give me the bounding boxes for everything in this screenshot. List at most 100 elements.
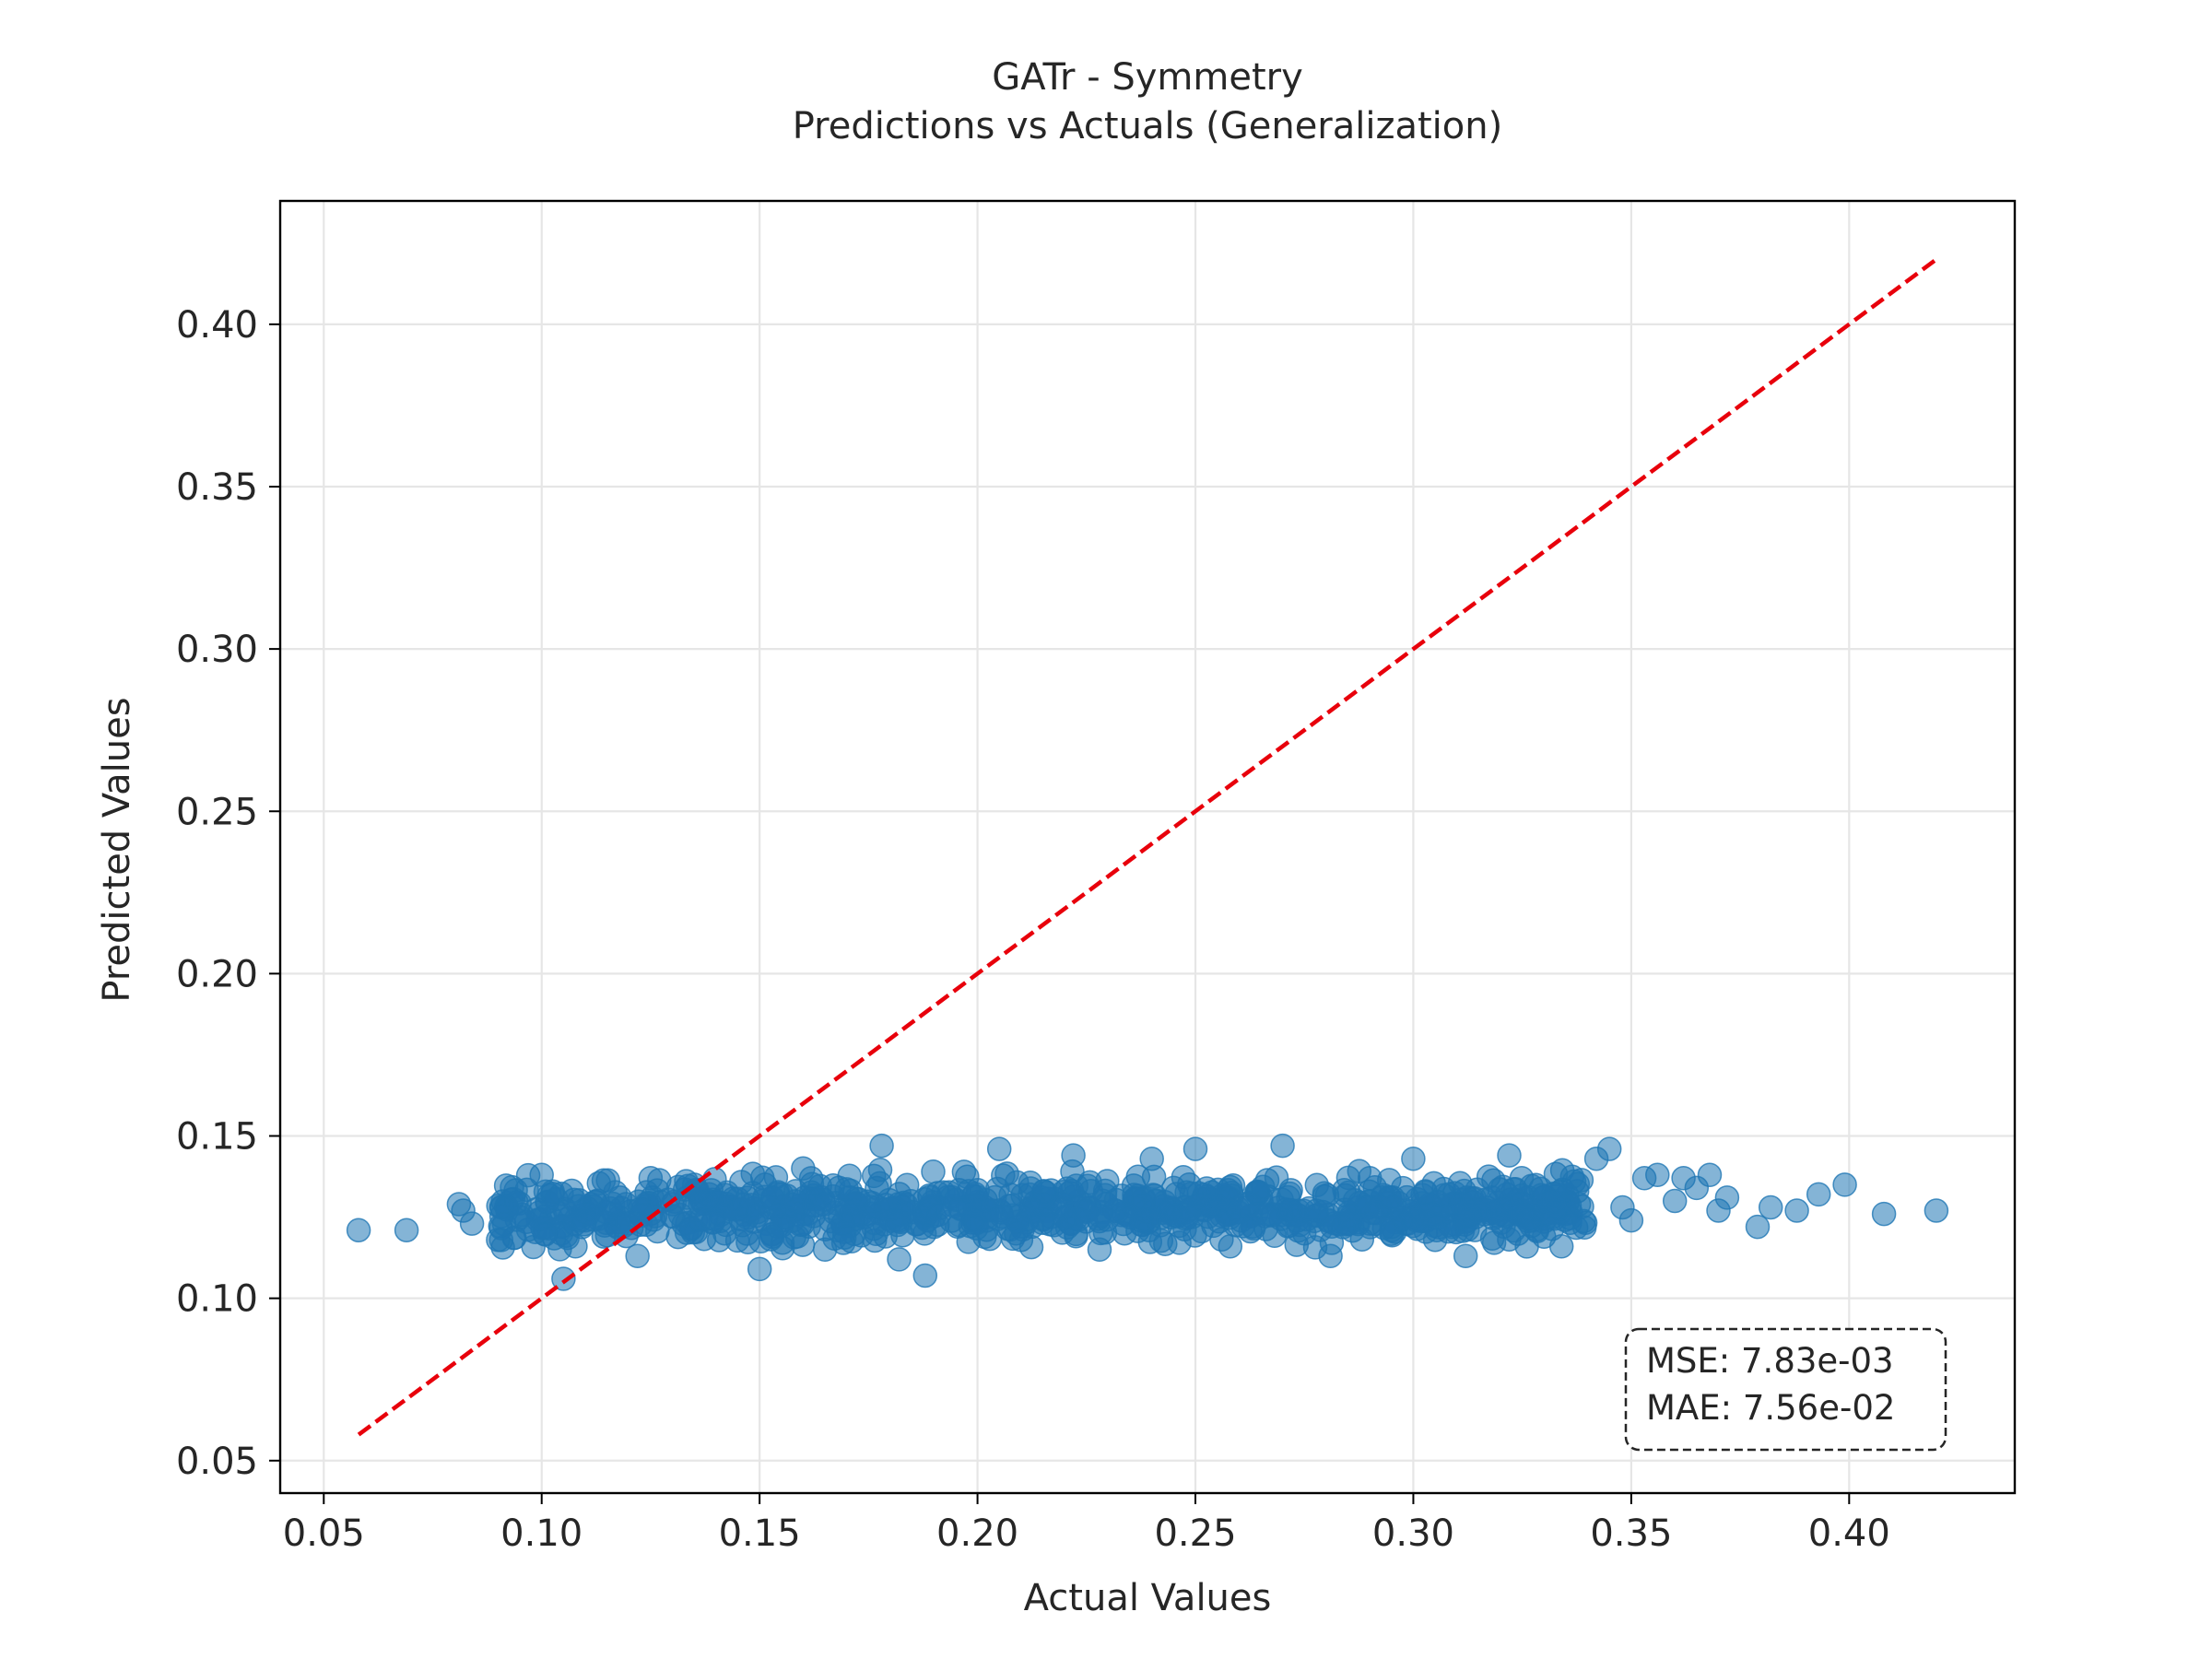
scatter-point — [1714, 1185, 1740, 1210]
scatter-point — [869, 1133, 894, 1159]
scatter-point — [1159, 1205, 1183, 1230]
scatter-point — [712, 1220, 737, 1246]
scatter-point — [1088, 1204, 1112, 1229]
scatter-point — [1453, 1243, 1478, 1269]
scatter-point — [507, 1205, 533, 1230]
scatter-point — [1030, 1192, 1055, 1217]
scatter-point — [1087, 1237, 1112, 1263]
scatter-point — [956, 1179, 982, 1204]
x-tick-label: 0.30 — [1372, 1512, 1454, 1555]
y-axis-ticks: 0.05 0.10 0.15 0.20 0.25 0.30 0.35 0.40 — [176, 304, 280, 1483]
x-tick-label: 0.15 — [719, 1512, 801, 1555]
grid-lines — [280, 201, 2015, 1493]
x-tick-label: 0.10 — [500, 1512, 582, 1555]
scatter-point — [1924, 1198, 1949, 1223]
scatter-point — [625, 1243, 650, 1269]
y-tick-label: 0.20 — [176, 953, 258, 995]
scatter-point — [1596, 1136, 1622, 1161]
reference-line-group — [357, 257, 1938, 1437]
scatter-point — [1548, 1234, 1574, 1259]
scatter-point — [887, 1247, 912, 1272]
scatter-point — [1871, 1201, 1897, 1227]
scatter-point — [660, 1192, 685, 1217]
scatter-point — [1380, 1185, 1406, 1210]
x-tick-label: 0.35 — [1590, 1512, 1672, 1555]
scatter-point — [572, 1207, 598, 1233]
scatter-point — [921, 1159, 946, 1184]
scatter-point — [1182, 1136, 1208, 1161]
y-tick-label: 0.40 — [176, 304, 258, 347]
scatter-point — [1061, 1143, 1086, 1168]
scatter-point — [459, 1211, 485, 1236]
scatter-point — [1218, 1234, 1243, 1259]
scatter-point — [791, 1156, 816, 1181]
scatter-point — [885, 1212, 911, 1238]
scatter-point — [922, 1214, 947, 1240]
y-tick-label: 0.05 — [176, 1441, 258, 1483]
scatter-point — [1662, 1188, 1688, 1214]
scatter-point — [1448, 1191, 1474, 1217]
x-tick-label: 0.40 — [1808, 1512, 1890, 1555]
scatter-point — [1806, 1182, 1831, 1207]
scatter-point — [958, 1213, 983, 1239]
y-tick-label: 0.25 — [176, 791, 258, 833]
scatter-point — [594, 1223, 620, 1248]
x-tick-label: 0.25 — [1154, 1512, 1236, 1555]
scatter-point — [1319, 1214, 1345, 1239]
scatter-point — [1645, 1162, 1670, 1188]
x-tick-label: 0.05 — [283, 1512, 365, 1555]
scatter-point — [1618, 1207, 1644, 1233]
y-tick-label: 0.10 — [176, 1278, 258, 1321]
scatter-point — [486, 1227, 511, 1253]
scatter-point — [812, 1237, 838, 1263]
scatter-point — [346, 1218, 371, 1242]
scatter-point — [735, 1221, 759, 1246]
data-points — [346, 1133, 1949, 1291]
mae-label: MAE: 7.56e-02 — [1646, 1388, 1895, 1428]
scatter-point — [1270, 1133, 1295, 1159]
x-axis-label: Actual Values — [1024, 1577, 1272, 1619]
scatter-point — [529, 1162, 554, 1188]
reference-line — [357, 257, 1938, 1437]
scatter-point — [1379, 1214, 1405, 1240]
y-tick-label: 0.35 — [176, 466, 258, 509]
scatter-point — [1349, 1227, 1375, 1252]
scatter-point — [688, 1207, 713, 1232]
metrics-box — [1624, 1327, 1947, 1452]
scatter-point — [1510, 1201, 1535, 1227]
scatter-point — [1439, 1214, 1465, 1240]
plot-frame — [278, 199, 2017, 1495]
y-axis-label: Predicted Values — [96, 697, 138, 1002]
scatter-point — [1206, 1177, 1230, 1203]
y-tick-label: 0.15 — [176, 1116, 258, 1159]
x-tick-label: 0.20 — [936, 1512, 1018, 1555]
scatter-point — [747, 1256, 772, 1282]
scatter-point — [1758, 1194, 1783, 1220]
scatter-point — [1117, 1205, 1143, 1230]
scatter-point — [758, 1227, 783, 1252]
scatter-point — [1697, 1162, 1723, 1188]
scatter-point — [1479, 1185, 1504, 1210]
scatter-point — [1064, 1173, 1088, 1198]
mse-label: MSE: 7.83e-03 — [1646, 1341, 1894, 1381]
metrics-annotation: MSE: 7.83e-03 MAE: 7.56e-02 — [1624, 1327, 1947, 1452]
scatter-point — [1235, 1194, 1261, 1220]
scatter-point — [493, 1173, 519, 1198]
scatter-point — [1291, 1220, 1317, 1246]
scatter-point — [1401, 1146, 1426, 1171]
scatter-point — [739, 1193, 764, 1218]
scatter-point — [1561, 1169, 1587, 1194]
scatter-point — [607, 1185, 633, 1210]
scatter-point — [1318, 1243, 1343, 1269]
x-axis-ticks: 0.05 0.10 0.15 0.20 0.25 0.30 0.35 0.40 — [283, 1493, 1890, 1555]
scatter-point — [834, 1198, 859, 1223]
scatter-point — [1357, 1166, 1382, 1191]
scatter-point — [563, 1234, 588, 1259]
scatter-point — [1832, 1172, 1857, 1197]
chart-title: GATr - Symmetry — [992, 56, 1303, 99]
scatter-point — [1566, 1192, 1592, 1217]
scatter-point — [861, 1163, 887, 1189]
scatter-point — [760, 1185, 785, 1210]
scatter-point — [1008, 1227, 1034, 1253]
